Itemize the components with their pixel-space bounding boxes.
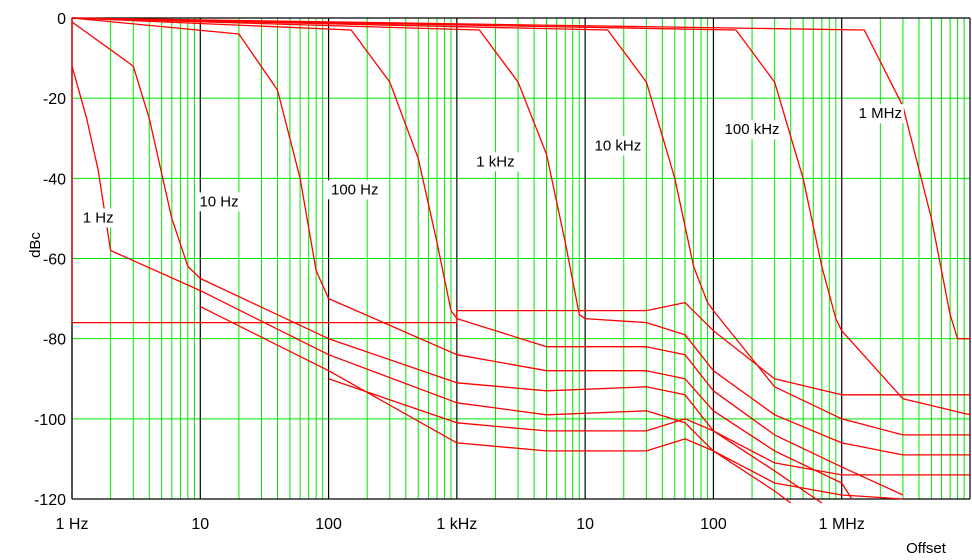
series-line xyxy=(71,17,853,500)
x-tick-label: 10 xyxy=(576,516,594,533)
tick-label-layer: 1 Hz 10 100 1 kHz 10 100 1 MHz 0 -20 -40 -60 -80 -10… xyxy=(34,11,865,533)
x-axis-label: Offset xyxy=(906,540,947,557)
series-layer xyxy=(71,17,971,504)
annotation-bg xyxy=(471,152,519,172)
series-line xyxy=(200,306,903,500)
y-tick-label: 0 xyxy=(57,11,66,28)
annotation-bg xyxy=(78,208,118,228)
y-tick-label: -120 xyxy=(34,492,66,509)
y-axis-label: dBc xyxy=(27,232,44,258)
annotation-bg xyxy=(590,136,646,156)
curve-annotation: 100 kHz xyxy=(725,121,780,138)
series-line xyxy=(71,17,970,436)
y-tick-label: -80 xyxy=(43,332,66,349)
series-line xyxy=(328,378,970,476)
curve-annotation: 10 Hz xyxy=(199,193,238,210)
series-line xyxy=(71,17,904,496)
curve-annotation: 1 Hz xyxy=(83,209,114,226)
series-line xyxy=(71,17,970,456)
x-tick-label: 1 MHz xyxy=(819,516,865,533)
annotation-bg xyxy=(195,192,243,212)
series-line xyxy=(71,17,970,340)
x-tick-label: 1 kHz xyxy=(436,516,477,533)
x-tick-label: 1 Hz xyxy=(56,516,89,533)
x-tick-label: 100 xyxy=(315,516,342,533)
series-line xyxy=(71,21,823,504)
curve-annotation: 1 kHz xyxy=(476,153,514,170)
series-line xyxy=(71,17,971,416)
y-tick-label: -40 xyxy=(43,171,66,188)
curve-annotation: 1 MHz xyxy=(859,105,902,122)
y-tick-label: -100 xyxy=(34,412,66,429)
curve-annotation: 10 kHz xyxy=(595,137,642,154)
curve-annotation: 100 Hz xyxy=(331,181,379,198)
x-tick-label: 10 xyxy=(191,516,209,533)
y-tick-label: -20 xyxy=(43,91,66,108)
annotation-bg xyxy=(327,180,383,200)
x-tick-label: 100 xyxy=(700,516,727,533)
series-line xyxy=(71,18,970,396)
annotation-layer: 1 Hz 10 Hz 100 Hz 1 kHz 10 kHz 100 kHz 1 MHz xyxy=(78,104,904,228)
y-tick-label: -60 xyxy=(43,252,66,269)
annotation-bg xyxy=(856,104,904,124)
annotation-bg xyxy=(720,120,784,140)
